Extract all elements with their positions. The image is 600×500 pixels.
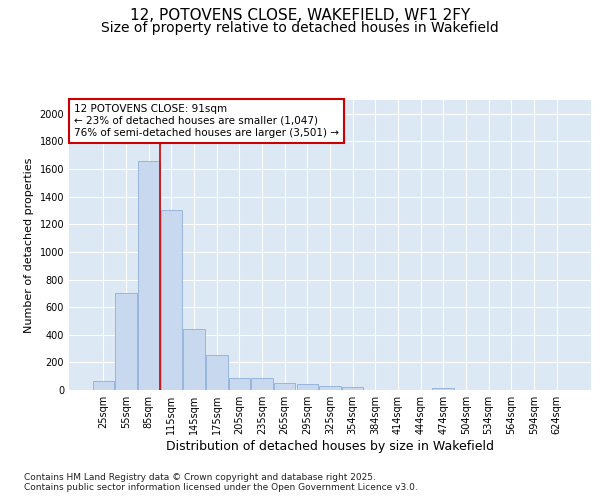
Y-axis label: Number of detached properties: Number of detached properties: [24, 158, 34, 332]
Bar: [206, 355, 227, 390]
Bar: [342, 386, 364, 390]
Bar: [184, 329, 205, 390]
Bar: [161, 210, 182, 390]
Bar: [115, 294, 137, 390]
Bar: [93, 381, 114, 390]
Text: 12 POTOVENS CLOSE: 91sqm
← 23% of detached houses are smaller (1,047)
76% of sem: 12 POTOVENS CLOSE: 91sqm ← 23% of detach…: [74, 104, 339, 138]
Bar: [296, 384, 318, 390]
Bar: [138, 161, 160, 390]
Text: Size of property relative to detached houses in Wakefield: Size of property relative to detached ho…: [101, 21, 499, 35]
Bar: [433, 388, 454, 390]
Bar: [251, 378, 273, 390]
X-axis label: Distribution of detached houses by size in Wakefield: Distribution of detached houses by size …: [166, 440, 494, 453]
Text: 12, POTOVENS CLOSE, WAKEFIELD, WF1 2FY: 12, POTOVENS CLOSE, WAKEFIELD, WF1 2FY: [130, 8, 470, 22]
Bar: [319, 386, 341, 390]
Bar: [229, 378, 250, 390]
Text: Contains HM Land Registry data © Crown copyright and database right 2025.
Contai: Contains HM Land Registry data © Crown c…: [24, 472, 418, 492]
Bar: [274, 383, 295, 390]
